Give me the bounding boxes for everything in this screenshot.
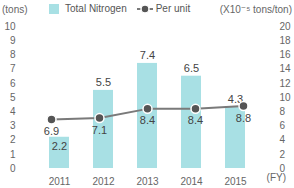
svg-text:6: 6 bbox=[10, 78, 16, 89]
svg-text:6: 6 bbox=[280, 120, 286, 131]
svg-text:3: 3 bbox=[10, 120, 16, 131]
svg-text:16: 16 bbox=[280, 49, 292, 60]
html-text:(FY): (FY) bbox=[266, 172, 286, 183]
svg-text:1: 1 bbox=[10, 149, 16, 160]
html-text:Total Nitrogen: Total Nitrogen bbox=[65, 3, 127, 14]
svg-text:0: 0 bbox=[10, 163, 16, 174]
svg-text:20: 20 bbox=[280, 21, 292, 32]
svg-text:2013: 2013 bbox=[136, 176, 159, 187]
svg-text:4: 4 bbox=[10, 106, 16, 117]
svg-text:2: 2 bbox=[10, 134, 16, 145]
svg-text:8: 8 bbox=[10, 49, 16, 60]
svg-text:10: 10 bbox=[280, 92, 292, 103]
svg-text:18: 18 bbox=[280, 35, 292, 46]
svg-text:2011: 2011 bbox=[49, 176, 71, 187]
svg-text:2015: 2015 bbox=[224, 176, 247, 187]
svg-text:2: 2 bbox=[280, 149, 286, 160]
svg-text:2.2: 2.2 bbox=[52, 140, 67, 152]
svg-text:8.8: 8.8 bbox=[236, 112, 251, 124]
svg-text:8: 8 bbox=[280, 106, 286, 117]
svg-text:7: 7 bbox=[10, 63, 16, 74]
svg-text:7.1: 7.1 bbox=[92, 124, 107, 136]
svg-text:4: 4 bbox=[280, 134, 286, 145]
svg-text:10: 10 bbox=[4, 21, 16, 32]
svg-text:14: 14 bbox=[280, 63, 292, 74]
svg-text:8.4: 8.4 bbox=[140, 114, 155, 126]
svg-text:0: 0 bbox=[279, 162, 286, 174]
html-text:Per unit: Per unit bbox=[155, 3, 191, 14]
svg-text:5: 5 bbox=[10, 92, 16, 103]
svg-text:8.4: 8.4 bbox=[188, 114, 203, 126]
svg-text:2014: 2014 bbox=[180, 176, 203, 187]
html-text:(tons): (tons) bbox=[2, 4, 28, 15]
svg-text:4.3: 4.3 bbox=[227, 93, 244, 105]
html-text:(X10⁻⁵ tons/ton): (X10⁻⁵ tons/ton) bbox=[219, 4, 292, 15]
svg-text:6.5: 6.5 bbox=[184, 62, 199, 74]
svg-text:12: 12 bbox=[280, 78, 292, 89]
svg-text:7.4: 7.4 bbox=[140, 49, 155, 61]
svg-text:9: 9 bbox=[10, 35, 16, 46]
svg-text:6.9: 6.9 bbox=[44, 125, 59, 137]
svg-text:2012: 2012 bbox=[92, 176, 115, 187]
svg-text:5.5: 5.5 bbox=[96, 76, 111, 88]
